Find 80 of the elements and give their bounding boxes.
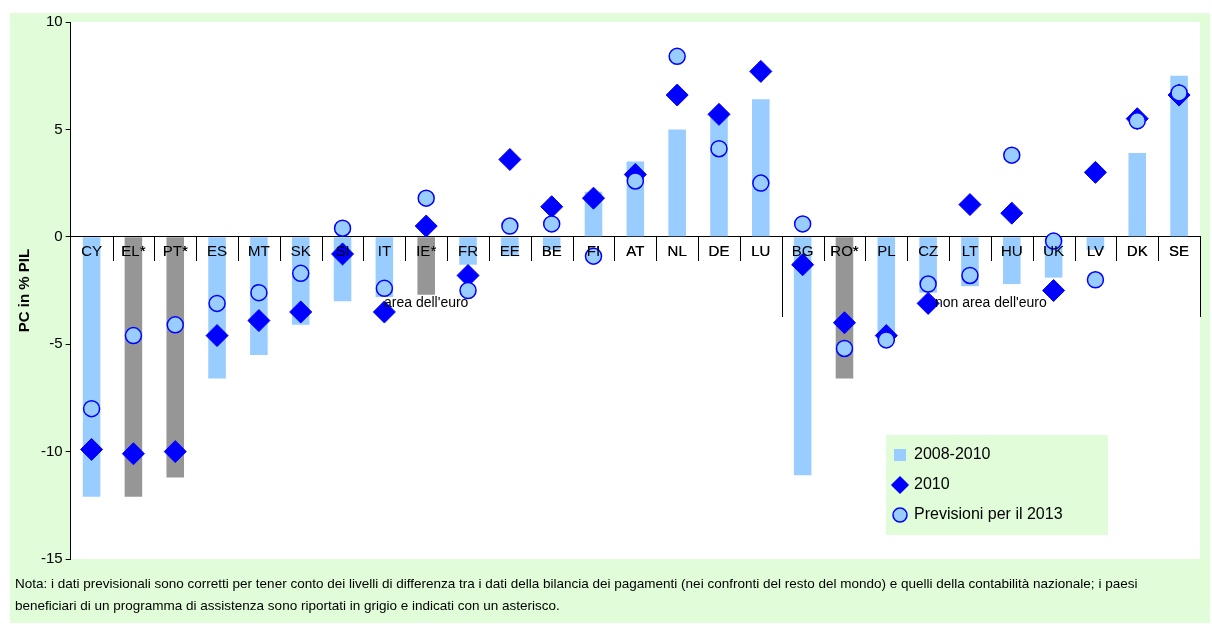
- x-tick-label: SI: [335, 241, 350, 259]
- x-tick-label: BG: [791, 241, 814, 259]
- point: [501, 217, 519, 235]
- y-tick-label: 5: [54, 119, 63, 137]
- legend-label: Previsioni per il 2013: [914, 505, 1063, 523]
- x-tick-label: IT: [377, 241, 392, 259]
- point: [877, 331, 896, 349]
- x-tick-label: AT: [626, 241, 645, 259]
- bar: [710, 116, 728, 237]
- x-tick-label: SK: [290, 241, 311, 259]
- y-tick-label: 0: [54, 226, 63, 244]
- bar: [752, 99, 770, 237]
- point: [414, 214, 438, 238]
- x-tick-label: MT: [248, 241, 270, 259]
- point: [626, 172, 645, 190]
- point: [291, 264, 310, 283]
- point: [540, 195, 564, 219]
- point: [707, 102, 731, 126]
- point: [498, 147, 522, 171]
- point: [289, 300, 313, 324]
- point: [166, 316, 184, 334]
- point: [710, 139, 728, 158]
- x-tick-label: LV: [1086, 241, 1105, 259]
- point: [82, 399, 101, 418]
- point: [1086, 271, 1105, 289]
- x-tick-label: NL: [667, 241, 687, 259]
- x-tick-label: HU: [1000, 241, 1023, 259]
- point: [832, 311, 856, 335]
- point: [665, 83, 689, 107]
- point: [1003, 146, 1021, 164]
- point: [668, 47, 686, 66]
- bar: [1170, 75, 1188, 237]
- x-tick-label: DE: [708, 241, 730, 259]
- x-tick-label: CZ: [918, 241, 939, 259]
- point: [919, 275, 937, 293]
- y-tick-label: -10: [40, 441, 63, 459]
- x-tick-label: PL: [877, 241, 896, 259]
- annotation: non area dell'euro: [935, 293, 1047, 310]
- x-tick-label: FR: [458, 241, 479, 259]
- bar: [1128, 153, 1147, 237]
- x-tick-label: UK: [1043, 241, 1065, 259]
- point: [961, 266, 979, 285]
- y-tick-label: -15: [40, 549, 63, 567]
- point: [835, 339, 854, 358]
- point: [124, 326, 143, 345]
- annotation: area dell'euro: [384, 293, 469, 310]
- point: [1083, 160, 1107, 184]
- bar: [668, 129, 686, 237]
- x-tick-label: SE: [1169, 241, 1190, 259]
- point: [80, 437, 104, 461]
- point: [163, 440, 187, 464]
- point: [417, 189, 435, 207]
- point: [121, 442, 145, 466]
- point: [208, 294, 226, 313]
- x-tick-label: LU: [751, 241, 771, 259]
- point: [752, 174, 770, 192]
- point: [793, 215, 812, 233]
- point: [250, 283, 268, 302]
- legend-label: 2010: [914, 475, 950, 493]
- x-tick-label: DK: [1126, 241, 1148, 259]
- text: Nota: i dati previsionali sono corretti per tener conto dei livelli di differenza tra i dati della bilancia dei pagamenti (nei confronti del resto del mondo) e quelli della contabilità nazionale; i paesi beneficiari di un programma di assistenza sono riportati in grigio e indicati con un asterisco.: [15, 576, 1138, 613]
- point: [582, 186, 606, 210]
- x-tick-label: LT: [961, 241, 979, 259]
- point: [247, 309, 271, 333]
- x-tick-label: BE: [541, 241, 562, 259]
- legend-label: 2008-2010: [914, 445, 991, 463]
- y-axis-title: PC in % PIL: [15, 248, 33, 333]
- point: [375, 279, 394, 298]
- point: [749, 59, 773, 83]
- point: [1000, 201, 1024, 225]
- point: [333, 219, 352, 237]
- y-tick-label: 10: [45, 12, 63, 30]
- x-tick-label: CY: [81, 241, 103, 259]
- y-tick-label: -5: [49, 334, 63, 352]
- point: [958, 193, 982, 217]
- point: [205, 324, 229, 348]
- x-tick-label: EE: [499, 241, 520, 259]
- x-tick-label: ES: [207, 241, 228, 259]
- bar: [1003, 237, 1021, 285]
- point: [542, 215, 561, 233]
